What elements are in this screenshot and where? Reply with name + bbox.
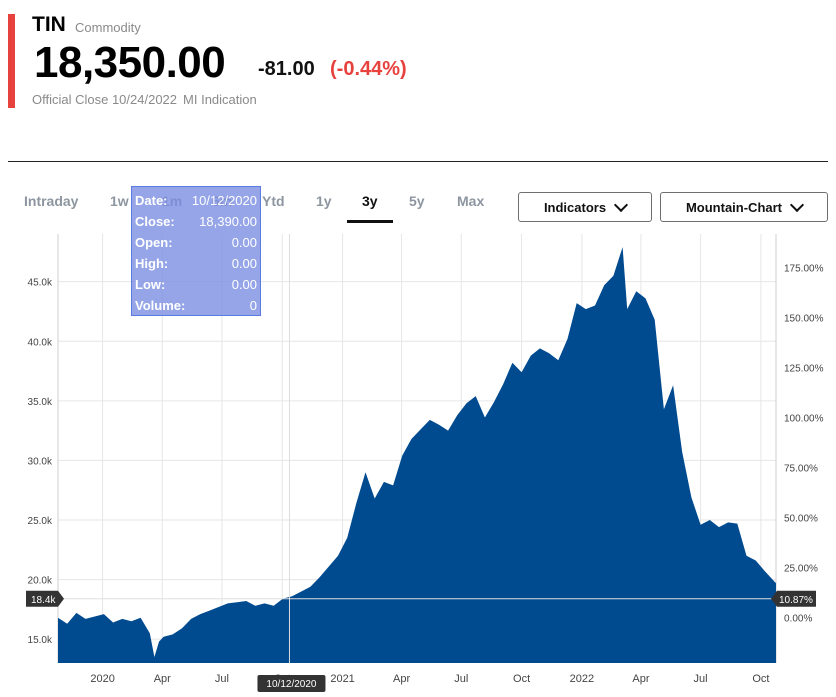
- tooltip-label: High:: [135, 256, 169, 271]
- price-change-percent: (-0.44%): [330, 58, 407, 80]
- accent-bar: [8, 14, 15, 108]
- y-right-tick-label: 175.00%: [784, 263, 824, 274]
- y-tick-label: 20.0k: [28, 576, 53, 587]
- asset-type: Commodity: [75, 20, 141, 35]
- official-close: Official Close 10/24/2022: [32, 92, 178, 107]
- tab-1w[interactable]: 1w: [110, 193, 129, 209]
- tooltip-value: 0.00: [231, 277, 257, 292]
- chevron-down-icon: [789, 197, 805, 212]
- crosshair-left-label: 18.4k: [31, 595, 56, 606]
- tab-1y[interactable]: 1y: [316, 193, 332, 209]
- crosshair-right-badge: [771, 590, 816, 607]
- tab-max[interactable]: Max: [457, 193, 485, 209]
- tooltip-label: Open:: [135, 235, 173, 250]
- crosshair-date-badge: [257, 675, 326, 692]
- x-tick-label: Oct: [752, 673, 769, 685]
- y-right-tick-label: 0.00%: [784, 614, 812, 625]
- y-tick-label: 15.0k: [28, 635, 53, 646]
- tooltip-label: Volume:: [135, 298, 186, 313]
- crosshair-date-label: 10/12/2020: [266, 679, 316, 690]
- y-tick-label: 25.0k: [28, 516, 53, 527]
- x-tick-label: Jul: [694, 673, 708, 685]
- y-tick-label: 45.0k: [28, 278, 53, 289]
- x-tick-label: Apr: [632, 673, 649, 685]
- y-right-tick-label: 75.00%: [784, 464, 818, 475]
- tab-intraday[interactable]: Intraday: [24, 193, 79, 209]
- price-chart[interactable]: 15.0k 20.0k 25.0k 30.0k 35.0k 40.0k 45.0k 0.00%…: [0, 230, 836, 697]
- hover-tooltip: Date: 10/12/2020 Close: 18,390.00 Open: 0.0…: [131, 186, 261, 316]
- tooltip-high-row: High: 0.00: [135, 253, 257, 274]
- x-tick-label: 2022: [570, 673, 594, 685]
- price-change: -81.00: [258, 58, 315, 80]
- y-tick-label: 35.0k: [28, 397, 53, 408]
- symbol: TIN: [32, 13, 66, 36]
- tooltip-label: Date:: [135, 193, 168, 208]
- y-right-tick-label: 100.00%: [784, 414, 824, 425]
- y-right-tick-label: 125.00%: [784, 363, 824, 374]
- active-tab-indicator: [347, 220, 393, 223]
- y-right-tick-label: 25.00%: [784, 564, 818, 575]
- tab-5y[interactable]: 5y: [409, 193, 425, 209]
- indication: MI Indication: [183, 92, 257, 107]
- x-tick-label: Apr: [154, 673, 171, 685]
- y-tick-label: 30.0k: [28, 456, 53, 467]
- x-tick-label: 2020: [90, 673, 114, 685]
- crosshair-right-label: 10.87%: [779, 595, 813, 606]
- tab-ytd[interactable]: Ytd: [262, 193, 285, 209]
- x-tick-label: Jul: [215, 673, 229, 685]
- tooltip-low-row: Low: 0.00: [135, 274, 257, 295]
- tooltip-value: 18,390.00: [199, 214, 257, 229]
- chart-type-dropdown[interactable]: Mountain-Chart: [660, 192, 828, 222]
- crosshair-left-badge: [26, 590, 64, 607]
- x-tick-label: 2021: [330, 673, 354, 685]
- tab-3y[interactable]: 3y: [362, 193, 378, 209]
- price: 18,350.00: [34, 38, 226, 87]
- tooltip-close-row: Close: 18,390.00: [135, 211, 257, 232]
- tooltip-date-row: Date: 10/12/2020: [135, 190, 257, 211]
- x-tick-label: Apr: [393, 673, 410, 685]
- y-right-tick-label: 50.00%: [784, 514, 818, 525]
- indicators-label: Indicators: [543, 199, 607, 215]
- chevron-down-icon: [613, 197, 629, 212]
- tooltip-value: 0.00: [231, 256, 257, 271]
- tooltip-label: Close:: [135, 214, 175, 229]
- price-area: [58, 247, 776, 663]
- tooltip-value: 10/12/2020: [191, 193, 257, 208]
- chart-type-label: Mountain-Chart: [685, 199, 783, 215]
- tooltip-open-row: Open: 0.00: [135, 232, 257, 253]
- divider: [8, 161, 828, 162]
- tooltip-label: Low:: [135, 277, 166, 292]
- tooltip-value: 0: [249, 298, 257, 313]
- tooltip-volume-row: Volume: 0: [135, 295, 257, 316]
- x-tick-label: Oct: [513, 673, 530, 685]
- close-info: Official Close 10/24/2022 MI Indication: [32, 92, 257, 107]
- x-tick-label: Jul: [454, 673, 468, 685]
- y-tick-label: 40.0k: [28, 337, 53, 348]
- tooltip-value: 0.00: [231, 235, 257, 250]
- indicators-dropdown[interactable]: Indicators: [518, 192, 652, 222]
- y-right-tick-label: 150.00%: [784, 313, 824, 324]
